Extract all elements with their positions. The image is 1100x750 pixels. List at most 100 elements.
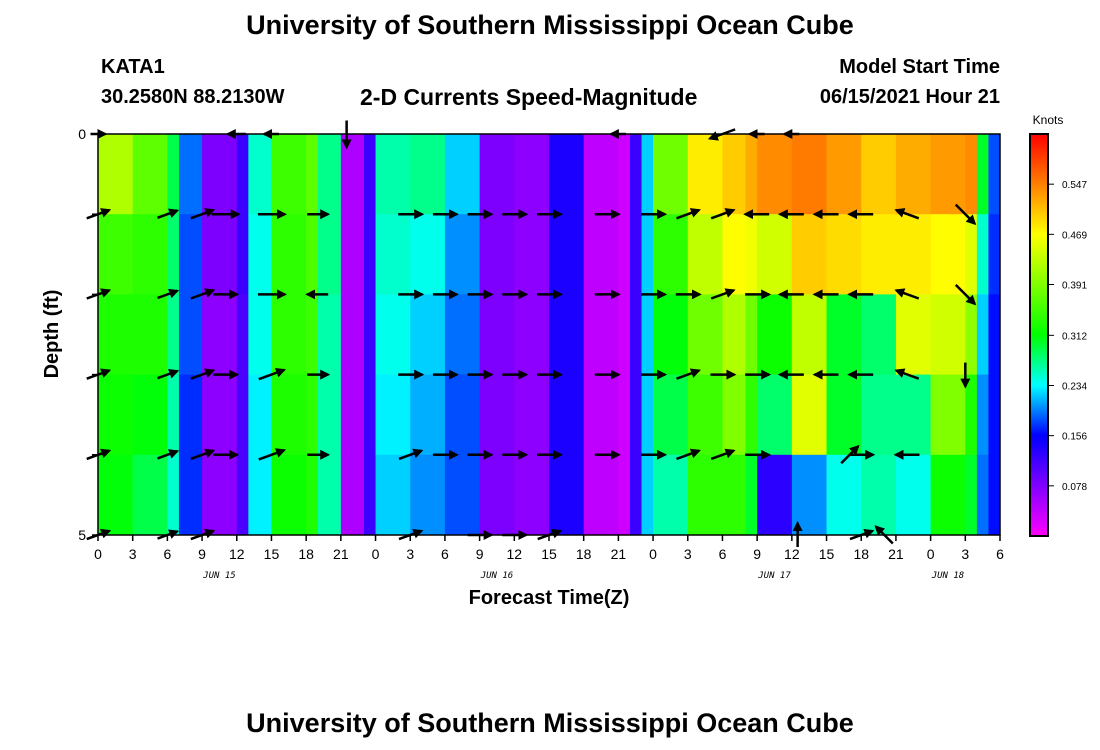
heatmap-cell	[132, 214, 168, 295]
x-tick-label: 12	[229, 546, 245, 562]
heatmap-cell	[167, 374, 180, 456]
heatmap-cell	[236, 294, 249, 376]
heatmap-cell	[271, 134, 307, 215]
current-arrow	[157, 369, 180, 380]
heatmap-cell	[861, 214, 897, 295]
heatmap-cell	[826, 134, 862, 215]
heatmap-cell	[965, 374, 978, 456]
heatmap-cell	[514, 454, 550, 536]
current-arrow	[190, 368, 216, 380]
heatmap-cell	[306, 214, 319, 295]
colorbar-tick-label: 0.469	[1062, 230, 1087, 241]
heatmap-cell	[618, 134, 631, 215]
heatmap-cell	[791, 214, 828, 295]
current-arrow	[894, 288, 920, 300]
date-label: JUN 18	[931, 571, 965, 581]
current-arrow	[954, 203, 977, 226]
heatmap-cell	[236, 374, 249, 456]
heatmap-cell	[687, 294, 723, 376]
station-coordinates: 30.2580N 88.2130W	[101, 86, 285, 108]
heatmap-cell	[375, 374, 411, 456]
heatmap-cell	[306, 374, 319, 456]
heatmap-cell	[653, 374, 689, 456]
heatmap-cell	[202, 454, 238, 536]
heatmap-cell	[236, 454, 249, 536]
heatmap-cell	[722, 454, 747, 536]
y-axis-label: Depth (ft)	[41, 290, 63, 379]
heatmap-cell	[861, 134, 897, 215]
heatmap-cell	[583, 214, 619, 295]
heatmap-cell	[202, 374, 238, 456]
heatmap-cell	[98, 214, 134, 295]
heatmap-cell	[514, 214, 550, 295]
heatmap-cell	[410, 374, 446, 456]
heatmap-cell	[618, 454, 631, 536]
station-id: KATA1	[101, 56, 165, 78]
heatmap-cell	[745, 294, 758, 376]
x-tick-label: 21	[611, 546, 627, 562]
heatmap-cell	[976, 134, 989, 215]
heatmap-cell	[641, 294, 654, 376]
x-tick-label: 3	[684, 546, 692, 562]
heatmap-cell	[791, 134, 828, 215]
x-tick-label: 0	[649, 546, 657, 562]
heatmap-cell	[826, 374, 862, 456]
heatmap-cell	[248, 374, 272, 456]
current-arrow	[710, 448, 736, 461]
heatmap-cell	[444, 294, 481, 376]
x-tick-label: 3	[406, 546, 414, 562]
current-arrow	[710, 208, 736, 220]
heatmap-cell	[167, 454, 180, 536]
heatmap-cell	[653, 214, 689, 295]
current-arrow	[676, 368, 701, 380]
heatmap-cell	[340, 374, 365, 456]
heatmap-cell	[410, 294, 446, 376]
current-arrow	[676, 448, 701, 461]
heatmap-cell	[988, 374, 1001, 456]
x-tick-label: 0	[94, 546, 102, 562]
heatmap-cell	[375, 294, 411, 376]
colorbar: Knots 0.547 0.469 0.391 0.312 0.234 0.156 0.07…	[1029, 113, 1087, 537]
heatmap-cell	[363, 134, 377, 215]
heatmap-cell	[757, 134, 793, 215]
current-arrow	[258, 368, 287, 381]
heatmap-cell	[98, 294, 134, 376]
heatmap-cell	[722, 294, 747, 376]
heatmap-cell	[965, 134, 978, 215]
heatmap-cell	[306, 294, 319, 376]
x-tick-label: 9	[753, 546, 761, 562]
heatmap-cell	[629, 134, 643, 215]
x-tick-label: 18	[576, 546, 592, 562]
y-axis: 05	[78, 126, 98, 543]
currents-chart: 0 3 6 9 12 15 18 21 0 3 6 9 12 15 18 21 0 3 6 9 12 15 18 21 0 3 6 J…	[41, 113, 1087, 609]
current-arrow	[157, 288, 180, 300]
current-arrow	[258, 448, 287, 461]
heatmap-cell	[641, 134, 654, 215]
current-arrow	[190, 448, 216, 461]
heatmap-cell	[479, 374, 515, 456]
page-title: University of Southern Mississippi Ocean…	[246, 10, 854, 40]
heatmap-cell	[271, 374, 307, 456]
heatmap-cell	[549, 134, 585, 215]
current-arrow	[676, 208, 701, 220]
heatmap-cell	[98, 134, 134, 215]
heatmap-cell	[479, 134, 515, 215]
model-start-label: Model Start Time	[839, 56, 1000, 78]
heatmap-cell	[988, 294, 1001, 376]
heatmap-cell	[410, 454, 446, 536]
heatmap-cell	[410, 134, 446, 215]
heatmap-cell	[444, 214, 481, 295]
x-tick-label: 9	[476, 546, 484, 562]
heatmap-cell	[132, 294, 168, 376]
heatmap-cell	[248, 454, 272, 536]
heatmap-cell	[444, 454, 481, 536]
heatmap-cell	[317, 214, 342, 295]
heatmap-cells	[98, 134, 1001, 536]
heatmap-cell	[976, 374, 989, 456]
heatmap-cell	[976, 294, 989, 376]
heatmap-cell	[271, 294, 307, 376]
heatmap-cell	[202, 214, 238, 295]
heatmap-cell	[363, 454, 377, 536]
heatmap-cell	[757, 294, 793, 376]
heatmap-cell	[791, 294, 828, 376]
